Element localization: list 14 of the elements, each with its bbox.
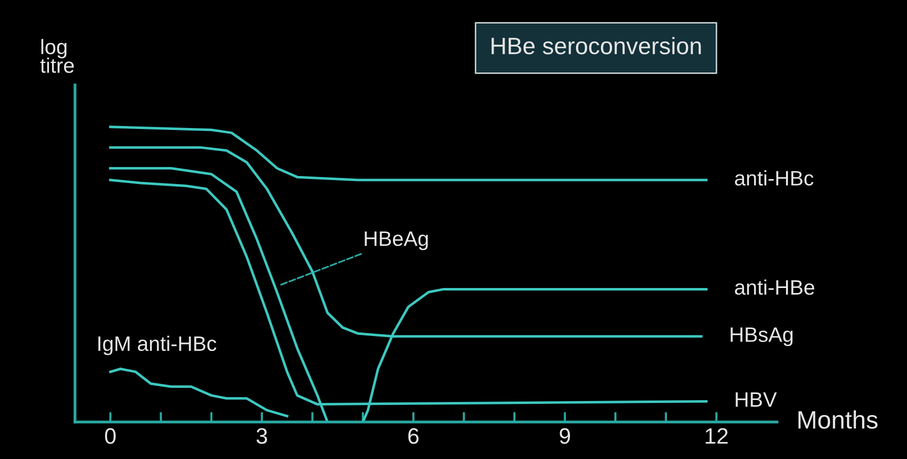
x-tick-label: 12 <box>706 428 728 444</box>
series-label: anti-HBe <box>734 279 814 295</box>
x-tick-label: 9 <box>560 428 570 444</box>
series-label: HBsAg <box>730 327 793 346</box>
series-label: HBV <box>736 392 777 407</box>
x-tick-label: 3 <box>256 428 268 444</box>
x-axis-title: Months <box>798 410 878 429</box>
series-label: IgM anti-HBc <box>98 336 216 356</box>
chart-title: HBe seroconversion <box>492 36 701 54</box>
x-tick-label: 6 <box>408 428 419 444</box>
series-label: anti-HBc <box>734 170 814 186</box>
y-axis-title: log titre <box>40 38 74 73</box>
x-tick-label: 0 <box>105 428 116 444</box>
annotation: HBeAg <box>364 231 428 250</box>
